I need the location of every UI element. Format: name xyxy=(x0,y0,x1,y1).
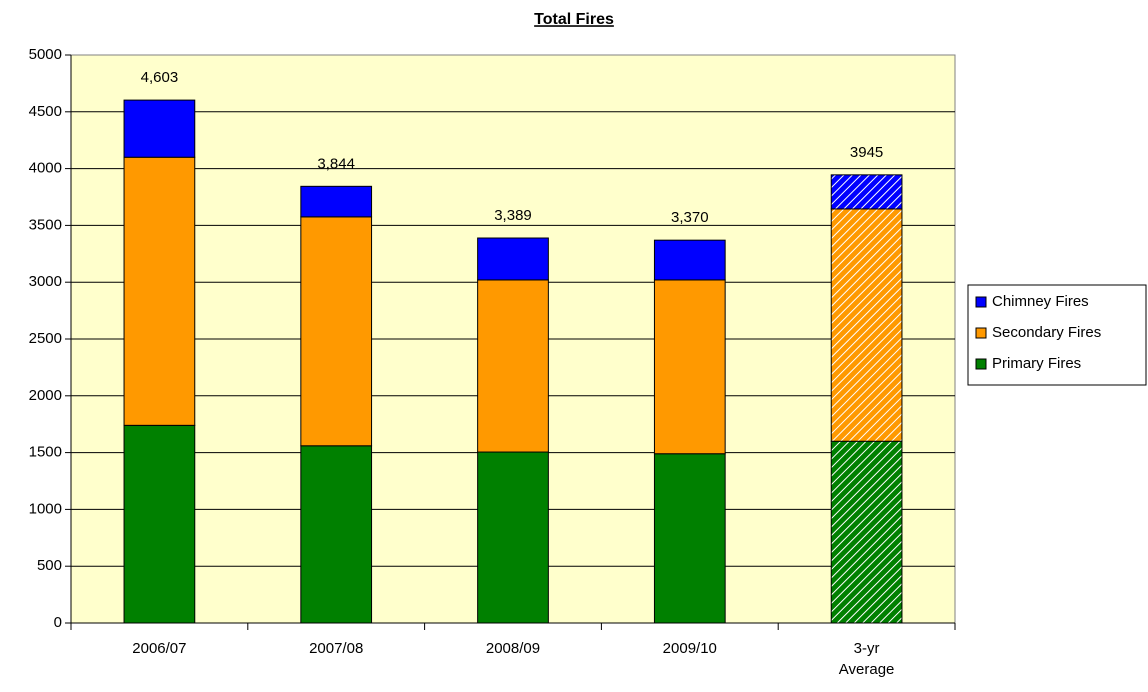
total-label: 3,844 xyxy=(317,155,355,172)
bar-segment xyxy=(123,156,196,426)
bar-segment xyxy=(477,279,549,453)
x-tick-label: 2006/07 xyxy=(132,640,187,657)
legend-label: Chimney Fires xyxy=(992,293,1089,310)
total-label: 4,603 xyxy=(141,69,179,86)
bar-segment xyxy=(477,237,549,281)
bar-segment xyxy=(830,208,903,442)
legend-swatch xyxy=(975,358,987,370)
legend-swatch xyxy=(975,296,987,308)
bar-segment xyxy=(123,424,196,624)
legend-swatch xyxy=(975,327,987,339)
bar-segment xyxy=(653,239,726,281)
total-label: 3,370 xyxy=(671,209,709,226)
legend-box xyxy=(967,284,1147,386)
bar-segment xyxy=(830,174,903,210)
bar-segment xyxy=(830,440,903,624)
bar-segment xyxy=(300,445,373,624)
y-tick-label: 3500 xyxy=(29,216,62,233)
y-tick-label: 3000 xyxy=(29,273,62,290)
legend-label: Primary Fires xyxy=(992,355,1081,372)
y-tick-label: 2500 xyxy=(29,330,62,347)
chart-title: Total Fires xyxy=(534,11,614,28)
x-tick-label: 2009/10 xyxy=(662,640,717,657)
y-tick-label: 4500 xyxy=(29,103,62,120)
bar-segment xyxy=(300,216,373,447)
total-label: 3945 xyxy=(850,144,883,161)
bar-segment xyxy=(123,99,196,158)
bar-segment xyxy=(653,279,726,455)
y-tick-label: 1000 xyxy=(29,500,62,517)
y-tick-label: 5000 xyxy=(29,46,62,63)
x-tick-label: 2007/08 xyxy=(309,640,364,657)
bar-segment xyxy=(653,453,726,624)
y-tick-label: 0 xyxy=(54,614,62,631)
legend-label: Secondary Fires xyxy=(992,324,1101,341)
total-label: 3,389 xyxy=(494,207,532,224)
bar-segment xyxy=(300,185,373,218)
y-tick-label: 4000 xyxy=(29,160,62,177)
bar-segment xyxy=(477,451,549,624)
x-tick-label: 3-yr Average xyxy=(838,640,895,678)
x-tick-label: 2008/09 xyxy=(485,640,541,657)
y-tick-label: 2000 xyxy=(29,387,62,404)
y-tick-label: 1500 xyxy=(29,444,62,461)
y-tick-label: 500 xyxy=(37,557,62,574)
